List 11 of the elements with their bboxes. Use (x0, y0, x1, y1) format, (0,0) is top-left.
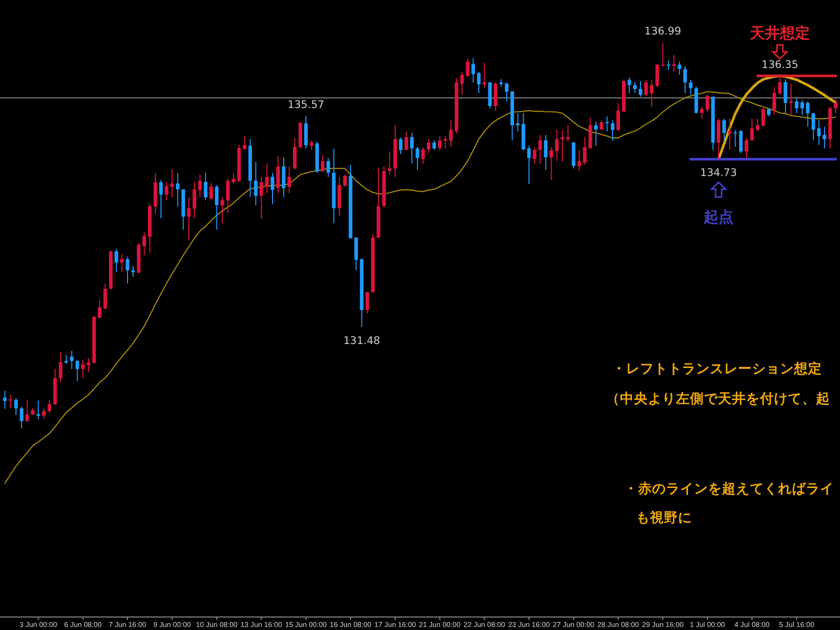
annotation: （中央より左側で天井を付けて、起 (606, 391, 830, 407)
annotation: 136.35 (762, 58, 798, 71)
text: ・赤のラインを超えてくればライ (624, 481, 834, 497)
text: も視野に (636, 509, 692, 526)
annotation: 134.73 (700, 167, 737, 180)
annotation: 135.57 (288, 98, 324, 111)
text: 天井想定 (748, 24, 810, 42)
legend-label: 起点 (702, 208, 734, 226)
annotation: 136.99 (644, 26, 682, 38)
annotation: ・レフトトランスレーション想定 (612, 360, 822, 377)
annotation: 131.48 (343, 334, 380, 347)
